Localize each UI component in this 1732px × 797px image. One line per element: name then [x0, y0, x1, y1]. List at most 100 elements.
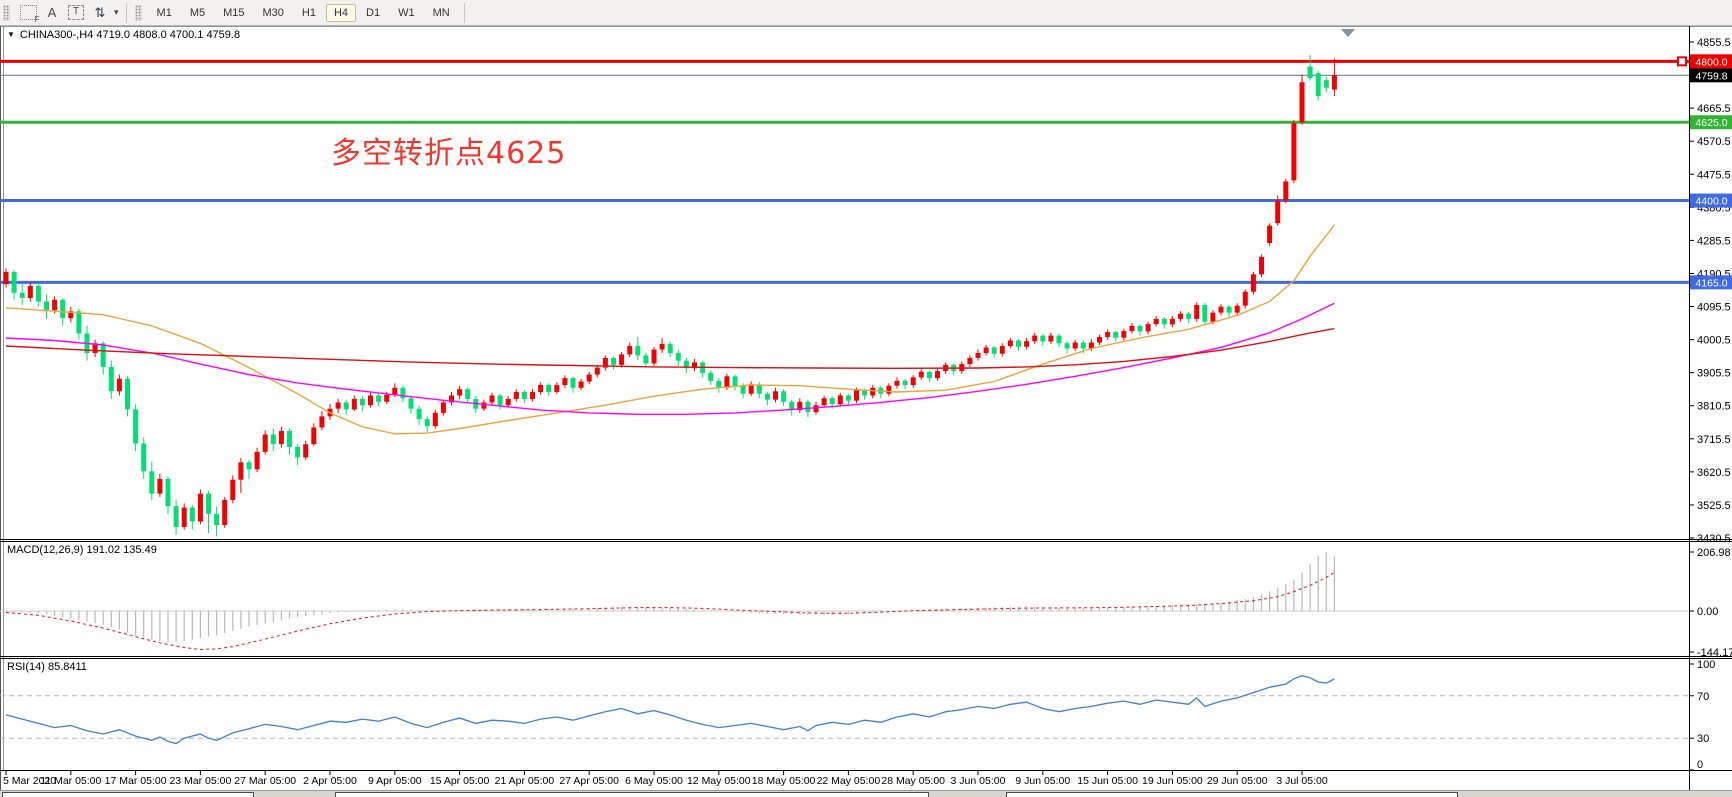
candle	[781, 391, 787, 402]
date-tick-label: 28 May 05:00	[881, 775, 945, 787]
candle	[3, 271, 9, 285]
minimized-chart-tab[interactable]	[335, 792, 929, 797]
candle	[854, 390, 859, 401]
date-tick-label: 15 Apr 05:00	[430, 775, 490, 787]
candle	[1267, 225, 1273, 244]
price-badge-label: 4165.0	[1695, 277, 1727, 289]
macd-tick-label: 0.00	[1697, 606, 1718, 618]
candle	[991, 347, 997, 354]
price-tick-label: 4285.5	[1697, 235, 1731, 247]
candle	[1315, 73, 1321, 97]
toolbar: F A T ⇅ ▾ M1 M5 M15 M30 H1 H4 D1 W1 MN	[0, 0, 1732, 26]
arrows-icon[interactable]: ⇅	[94, 4, 106, 20]
timeframe-button-d1[interactable]: D1	[358, 4, 388, 22]
candle	[1331, 75, 1337, 90]
chart-annotation-text[interactable]: 多空转折点4625	[331, 136, 567, 171]
candle	[432, 412, 438, 427]
text-label-icon[interactable]: T	[65, 2, 87, 24]
candle	[554, 385, 560, 392]
candle	[19, 292, 25, 299]
candle	[319, 416, 325, 428]
date-tick-label: 3 Jun 05:00	[951, 775, 1006, 787]
candle	[740, 385, 746, 394]
candle	[254, 451, 260, 470]
timeframe-button-m15[interactable]: M15	[215, 4, 252, 22]
candle	[181, 507, 187, 528]
candle	[108, 366, 114, 392]
timeframe-button-h1[interactable]: H1	[294, 4, 324, 22]
candle	[1040, 335, 1046, 342]
toolbar-separator-2	[463, 2, 465, 23]
level-line-handle[interactable]	[1677, 56, 1687, 67]
chart-title-dropdown-icon[interactable]: ▼	[7, 30, 15, 39]
candle	[392, 387, 398, 395]
candle	[667, 343, 673, 354]
candle	[173, 506, 179, 528]
candle	[416, 408, 422, 420]
candle	[651, 349, 657, 364]
candle	[100, 343, 106, 367]
rsi-indicator-label: RSI(14) 85.8411	[7, 661, 87, 673]
candle	[748, 384, 754, 394]
timeframe-button-m5[interactable]: M5	[182, 4, 213, 22]
candle	[1145, 324, 1151, 332]
candle	[27, 285, 33, 299]
candle	[619, 354, 625, 365]
price-level-lines[interactable]	[0, 56, 1689, 284]
price-axis-badges: 4800.0 4759.8 4625.0 4400.0 4165.0	[1690, 54, 1732, 290]
candle	[1186, 313, 1192, 319]
macd-panel[interactable]: 206.98 0.00 -144.17	[0, 547, 1732, 659]
candle	[578, 381, 584, 388]
minimized-chart-tab[interactable]	[2, 792, 254, 797]
candle	[214, 513, 220, 525]
price-tick-label: 4095.5	[1697, 302, 1731, 314]
date-tick-label: 18 May 05:00	[752, 775, 816, 787]
candle	[918, 371, 924, 378]
candle	[1105, 332, 1111, 337]
date-tick-label: 17 Mar 05:00	[105, 775, 167, 787]
candle	[1242, 291, 1248, 306]
candle	[1250, 274, 1256, 292]
timeframe-button-m1[interactable]: M1	[149, 4, 180, 22]
date-tick-label: 15 Jun 05:00	[1077, 775, 1138, 787]
price-tick-label: 4000.5	[1697, 335, 1731, 347]
minimized-chart-tab[interactable]	[1006, 792, 1458, 797]
candle	[1307, 66, 1313, 79]
toolbar-drag-handle[interactable]	[3, 4, 10, 21]
ma-mid-magenta	[5, 302, 1335, 415]
candle	[351, 398, 357, 410]
candle	[197, 493, 203, 522]
timeframe-drag-handle[interactable]	[134, 4, 142, 21]
last-bar-marker-icon	[1341, 29, 1355, 37]
candle	[570, 378, 576, 388]
candle	[76, 311, 82, 334]
candle	[513, 391, 519, 399]
candle	[902, 380, 908, 386]
candle	[1202, 304, 1208, 322]
rsi-panel[interactable]: 100 70 30 0	[0, 659, 1715, 771]
timeframe-button-w1[interactable]: W1	[390, 4, 423, 22]
date-tick-label: 27 Mar 05:00	[234, 775, 296, 787]
price-tick-label: 3905.5	[1697, 368, 1731, 380]
toolbar-separator	[125, 2, 127, 23]
price-badge-label: 4759.8	[1695, 70, 1727, 82]
candle	[481, 402, 487, 409]
candle	[659, 343, 665, 350]
price-badge-label: 4625.0	[1695, 117, 1727, 129]
candle	[1283, 181, 1289, 201]
candle	[35, 285, 41, 302]
candle	[1226, 306, 1232, 313]
arrows-dropdown-icon[interactable]: ▾	[114, 7, 119, 17]
candle	[92, 343, 98, 354]
font-icon[interactable]: A	[47, 5, 57, 20]
candle	[1137, 325, 1143, 332]
candle	[627, 346, 633, 355]
candle	[11, 271, 17, 293]
timeframe-button-m30[interactable]: M30	[255, 4, 292, 22]
price-tick-label: 3715.5	[1697, 434, 1731, 446]
timeframe-button-mn[interactable]: MN	[425, 4, 458, 22]
timeframe-button-h4[interactable]: H4	[325, 3, 357, 22]
grid-properties-icon[interactable]: F	[17, 2, 40, 24]
